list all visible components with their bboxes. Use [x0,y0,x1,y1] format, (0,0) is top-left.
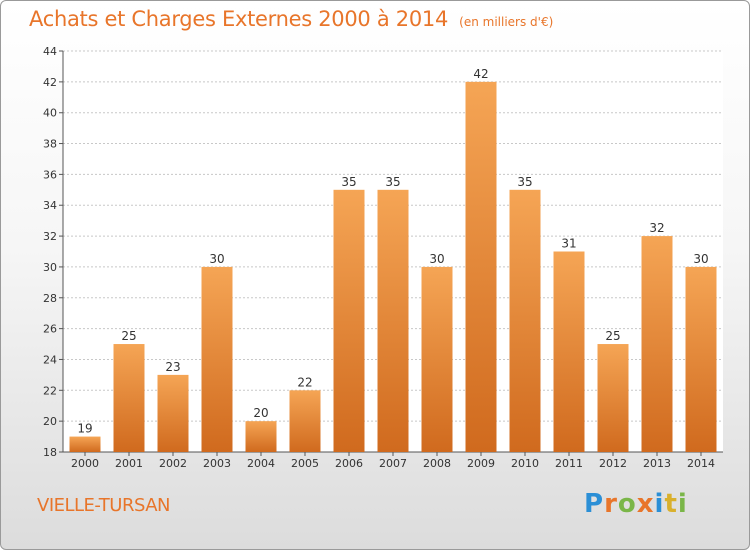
data-label-2013: 32 [649,221,664,235]
x-tick-label: 2000 [71,457,99,470]
y-tick-label: 32 [43,230,57,243]
data-label-2005: 22 [297,375,312,389]
x-tick-label: 2007 [379,457,407,470]
x-tick-label: 2002 [159,457,187,470]
y-tick-label: 40 [43,107,57,120]
location-name: VIELLE-TURSAN [37,495,170,516]
x-tick-label: 2011 [555,457,583,470]
bar-2009 [465,81,497,452]
data-label-2008: 30 [429,252,444,266]
bar-2005 [289,390,321,452]
data-label-2003: 30 [209,252,224,266]
x-tick-label: 2008 [423,457,451,470]
logo-letter: x [636,489,655,519]
bar-2011 [553,251,585,452]
bar-2007 [377,189,409,453]
y-tick-label: 38 [43,138,57,151]
bar-2003 [201,266,233,452]
data-label-2004: 20 [253,406,268,420]
x-tick-label: 2001 [115,457,143,470]
y-tick-label: 22 [43,384,57,397]
data-label-2012: 25 [605,329,620,343]
y-tick-label: 20 [43,415,57,428]
x-tick-label: 2003 [203,457,231,470]
labels: 18 20 22 24 26 28 30 32 34 36 38 40 42 44 19 2000 25 2001… [43,45,715,470]
x-tick-label: 2006 [335,457,363,470]
x-tick-label: 2009 [467,457,495,470]
data-label-2000: 19 [77,422,92,436]
logo-letter: i [654,489,665,519]
y-tick-label: 36 [43,168,57,181]
logo-letter: o [617,489,637,519]
bar-2000 [69,436,101,452]
x-tick-label: 2010 [511,457,539,470]
bar-2008 [421,266,453,452]
y-tick-label: 18 [43,446,57,459]
y-tick-label: 30 [43,261,57,274]
x-tick-label: 2005 [291,457,319,470]
data-label-2001: 25 [121,329,136,343]
bar-2013 [641,236,673,452]
bar-2001 [113,344,145,452]
data-label-2002: 23 [165,360,180,374]
bar-2012 [597,344,629,452]
y-tick-label: 44 [43,45,57,58]
bar-2014 [685,266,717,452]
chart-title: Achats et Charges Externes 2000 à 2014 [29,7,449,31]
y-tick-label: 26 [43,323,57,336]
proxiti-logo: Proxiti [584,489,688,519]
bar-2010 [509,189,541,453]
x-tick-label: 2004 [247,457,275,470]
x-tick-label: 2012 [599,457,627,470]
x-tick-label: 2013 [643,457,671,470]
chart-subtitle: (en milliers d'€) [459,15,554,29]
title-row: Achats et Charges Externes 2000 à 2014 (… [29,7,553,31]
y-tick-label: 42 [43,76,57,89]
bar-2002 [157,374,189,452]
y-tick-label: 28 [43,292,57,305]
logo-letter: i [677,489,688,519]
logo-letter: r [604,489,618,519]
bars [69,81,717,453]
data-label-2006: 35 [341,175,356,189]
data-label-2009: 42 [473,67,488,81]
logo-letter: t [664,489,678,519]
data-label-2014: 30 [693,252,708,266]
bar-2006 [333,189,365,453]
data-label-2010: 35 [517,175,532,189]
y-tick-label: 24 [43,353,57,366]
y-tick-label: 34 [43,199,57,212]
data-label-2007: 35 [385,175,400,189]
x-tick-label: 2014 [687,457,715,470]
data-label-2011: 31 [561,237,576,251]
bar-2004 [245,421,277,452]
logo-letter: P [584,489,605,519]
